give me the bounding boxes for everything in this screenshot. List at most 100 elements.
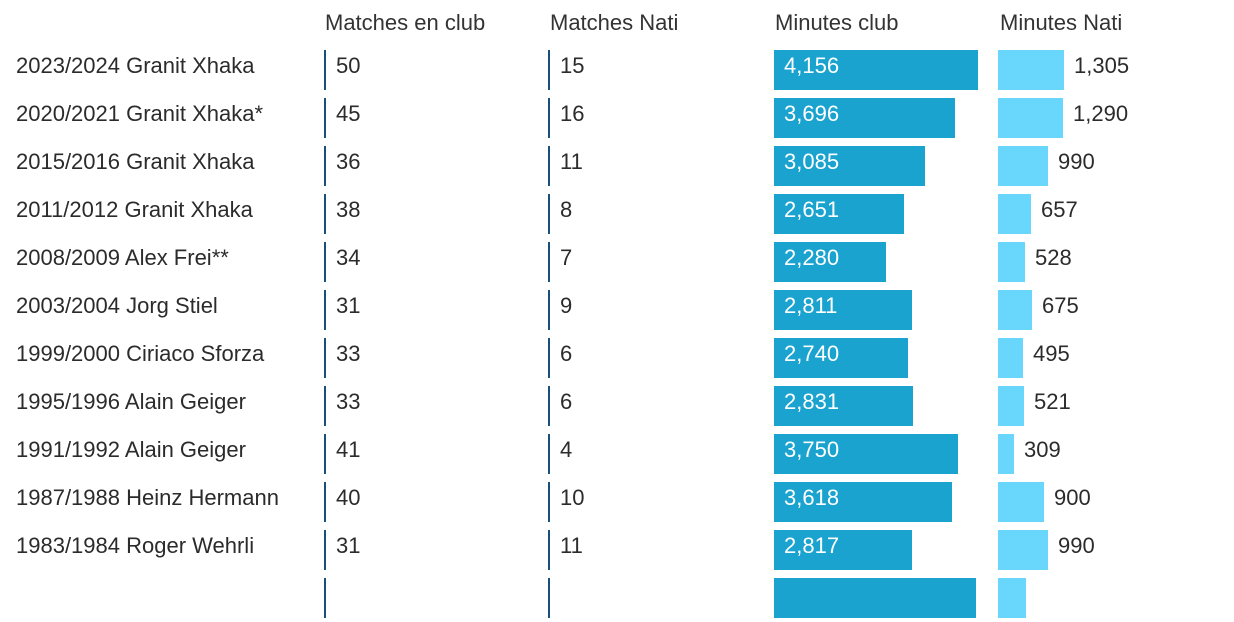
minutes-club-bar: [774, 98, 955, 138]
minutes-club-value: 3,085: [784, 149, 840, 174]
column-separator: [324, 50, 326, 90]
minutes-club-value: 3,696: [784, 101, 840, 126]
column-separator: [324, 242, 326, 282]
minutes-club-bar: [774, 146, 925, 186]
minutes-nati-bar: [998, 50, 1064, 90]
row-label: 2003/2004 Jorg Stiel: [16, 293, 218, 318]
minutes-club-bar: [774, 50, 978, 90]
matches-club-value: 34: [336, 245, 361, 270]
row-label: 2008/2009 Alex Frei**: [16, 245, 229, 270]
minutes-club-bar: [774, 242, 886, 282]
table-row: 2008/2009 Alex Frei** 34 7 2,280 528: [0, 238, 1234, 286]
minutes-nati-bar: [998, 146, 1048, 186]
table-row: 2003/2004 Jorg Stiel 31 9 2,811 675: [0, 286, 1234, 334]
minutes-nati-value: 495: [1033, 341, 1070, 366]
matches-club-value: 40: [336, 485, 361, 510]
minutes-nati-value: 990: [1058, 149, 1095, 174]
row-label: 1991/1992 Alain Geiger: [16, 437, 246, 462]
minutes-club-value: 2,280: [784, 245, 840, 270]
column-separator: [548, 386, 550, 426]
column-separator: [548, 578, 550, 618]
minutes-nati-bar: [998, 242, 1025, 282]
minutes-nati-bar: [998, 338, 1023, 378]
minutes-nati-value: 309: [1024, 437, 1061, 462]
minutes-nati-value: 657: [1041, 197, 1078, 222]
matches-nati-value: 15: [560, 53, 585, 78]
column-separator: [324, 98, 326, 138]
matches-nati-value: 11: [560, 149, 583, 174]
minutes-club-value: 3,618: [784, 485, 840, 510]
table-row: 2020/2021 Granit Xhaka* 45 16 3,696 1,290: [0, 94, 1234, 142]
matches-club-value: 38: [336, 197, 361, 222]
column-separator: [324, 434, 326, 474]
matches-nati-value: 8: [560, 197, 573, 222]
minutes-nati-bar: [998, 194, 1031, 234]
matches-club-value: 31: [336, 533, 361, 558]
row-label: 1995/1996 Alain Geiger: [16, 389, 246, 414]
table-row: 1995/1996 Alain Geiger 33 6 2,831 521: [0, 382, 1234, 430]
minutes-nati-value: 528: [1035, 245, 1072, 270]
matches-nati-value: 6: [560, 341, 573, 366]
row-label: 1983/1984 Roger Wehrli: [16, 533, 255, 558]
row-label: 2020/2021 Granit Xhaka*: [16, 101, 264, 126]
minutes-nati-value: 1,305: [1074, 53, 1130, 78]
table-row: 2023/2024 Granit Xhaka 50 15 4,156 1,305: [0, 46, 1234, 94]
column-separator: [324, 194, 326, 234]
table-row: 1999/2000 Ciriaco Sforza 33 6 2,740 495: [0, 334, 1234, 382]
column-separator: [548, 50, 550, 90]
minutes-club-value: 2,811: [784, 293, 838, 318]
minutes-club-bar: [774, 386, 913, 426]
row-label: 2011/2012 Granit Xhaka: [16, 197, 253, 222]
column-separator: [324, 290, 326, 330]
matches-nati-value: 11: [560, 533, 583, 558]
column-separator: [548, 98, 550, 138]
minutes-nati-bar: [998, 578, 1026, 618]
minutes-nati-value: 900: [1054, 485, 1091, 510]
matches-club-value: 50: [336, 53, 361, 78]
minutes-nati-bar: [998, 530, 1048, 570]
column-separator: [324, 530, 326, 570]
minutes-club-value: 2,651: [784, 197, 840, 222]
table-row: 1991/1992 Alain Geiger 41 4 3,750 309: [0, 430, 1234, 478]
row-label: 2015/2016 Granit Xhaka: [16, 149, 255, 174]
minutes-club-bar: [774, 290, 912, 330]
column-separator: [324, 338, 326, 378]
minutes-club-bar: [774, 482, 952, 522]
minutes-club-value: 2,740: [784, 341, 840, 366]
column-separator: [548, 434, 550, 474]
table-row: 1987/1988 Heinz Hermann 40 10 3,618 900: [0, 478, 1234, 526]
minutes-club-bar: [774, 434, 958, 474]
minutes-club-value: 4,156: [784, 53, 840, 78]
matches-club-value: 45: [336, 101, 361, 126]
minutes-nati-value: 675: [1042, 293, 1079, 318]
header-minutes-club: Minutes club: [775, 10, 899, 35]
column-separator: [548, 290, 550, 330]
column-separator: [548, 146, 550, 186]
column-separator: [324, 146, 326, 186]
table-row: 1983/1984 Roger Wehrli 31 11 2,817 990: [0, 526, 1234, 574]
column-separator: [324, 482, 326, 522]
column-separator: [548, 194, 550, 234]
row-label: 1987/1988 Heinz Hermann: [16, 485, 279, 510]
matches-club-value: 36: [336, 149, 361, 174]
minutes-nati-bar: [998, 98, 1063, 138]
minutes-club-bar: [774, 578, 976, 618]
column-separator: [548, 482, 550, 522]
minutes-nati-value: 521: [1034, 389, 1071, 414]
minutes-nati-bar: [998, 434, 1014, 474]
minutes-club-value: 3,750: [784, 437, 840, 462]
minutes-club-value: 2,831: [784, 389, 840, 414]
column-separator: [548, 242, 550, 282]
table-row-partial: [0, 574, 1234, 622]
table-row: 2015/2016 Granit Xhaka 36 11 3,085 990: [0, 142, 1234, 190]
matches-club-value: 31: [336, 293, 361, 318]
matches-club-value: 33: [336, 341, 361, 366]
column-separator: [548, 338, 550, 378]
minutes-club-bar: [774, 338, 908, 378]
row-label: 2023/2024 Granit Xhaka: [16, 53, 255, 78]
matches-club-value: 33: [336, 389, 361, 414]
minutes-club-value: 2,817: [784, 533, 840, 558]
header-matches-club: Matches en club: [325, 10, 486, 35]
header-matches-nati: Matches Nati: [550, 10, 679, 35]
minutes-nati-value: 990: [1058, 533, 1095, 558]
